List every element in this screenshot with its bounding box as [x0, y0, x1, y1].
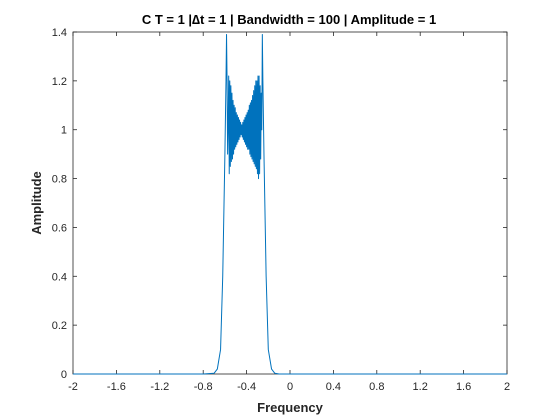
- x-tick-label: 1.6: [456, 381, 471, 393]
- y-tick-label: 0.4: [52, 271, 67, 283]
- y-tick-label: 0.8: [52, 174, 67, 186]
- y-axis-ticks: 0 0.2 0.4 0.6 0.8 1 1.2 1.4: [52, 27, 507, 381]
- series-line: [73, 33, 507, 375]
- x-tick-label: 2: [504, 381, 510, 393]
- chart-title: C T = 1 |∆t = 1 | Bandwidth = 100 | Ampl…: [142, 12, 436, 27]
- x-tick-label: -2: [68, 381, 78, 393]
- series-lines: [73, 33, 507, 375]
- x-tick-label: 0.4: [326, 381, 341, 393]
- x-axis-ticks: -2 -1.6 -1.2 -0.8 -0.4 0 0.4 0.8 1.2 1.6 2: [68, 32, 510, 393]
- y-tick-label: 1.4: [52, 27, 67, 39]
- x-tick-label: -1.6: [107, 381, 126, 393]
- y-tick-label: 1: [61, 125, 67, 137]
- y-tick-label: 0.6: [52, 222, 67, 234]
- y-tick-label: 1.2: [52, 76, 67, 88]
- x-tick-label: -0.4: [237, 381, 256, 393]
- x-tick-label: 0: [287, 381, 293, 393]
- x-axis-label: Frequency: [257, 400, 324, 415]
- x-tick-label: -1.2: [150, 381, 169, 393]
- y-axis-label: Amplitude: [29, 171, 44, 235]
- y-tick-label: 0: [61, 369, 67, 381]
- y-tick-label: 0.2: [52, 320, 67, 332]
- x-tick-label: 1.2: [413, 381, 428, 393]
- plot-area: [72, 31, 508, 375]
- x-tick-label: -0.8: [194, 381, 213, 393]
- x-tick-label: 0.8: [369, 381, 384, 393]
